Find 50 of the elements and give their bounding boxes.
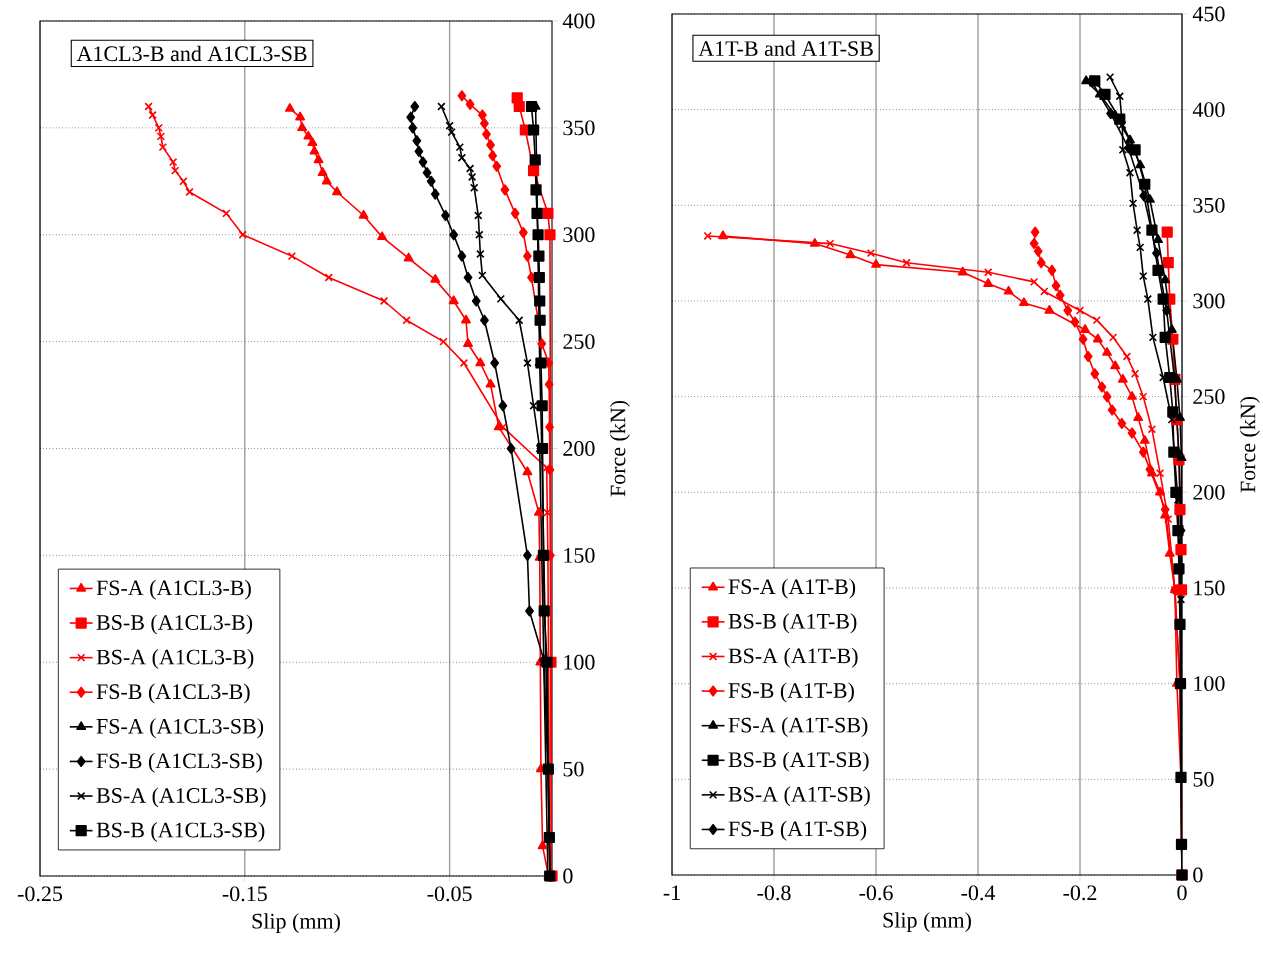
legend-label: BS-B (A1T-B) <box>728 613 857 634</box>
annotation: A1T-B and A1T-SB <box>698 40 873 56</box>
y-tick-label: 100 <box>1194 676 1225 692</box>
x-tick-label: -0.8 <box>757 885 791 901</box>
legend-label: FS-A (A1T-SB) <box>728 717 868 737</box>
legend-label: FS-B (A1T-B) <box>728 682 854 703</box>
y-axis-title: Force (kN) <box>609 400 630 497</box>
legend-label: FS-A (A1T-B) <box>728 578 856 599</box>
x-tick-label: -0.15 <box>222 886 267 902</box>
y-tick-label: 200 <box>563 441 595 456</box>
x-tick-label: -0.6 <box>859 885 893 901</box>
x-tick-label: 0 <box>1177 885 1187 901</box>
x-axis-title: Slip (mm) <box>883 912 971 933</box>
y-tick-label: 150 <box>564 547 595 563</box>
legend-label: BS-A (A1T-B) <box>728 647 858 668</box>
y-axis-title: Force (kN) <box>1239 396 1260 493</box>
y-tick-label: 350 <box>563 120 595 136</box>
y-tick-label: 250 <box>563 334 595 350</box>
x-tick-label: -0.05 <box>427 886 472 902</box>
y-tick-label: 300 <box>1193 293 1225 309</box>
y-tick-label: 100 <box>564 654 595 670</box>
x-tick-label: -1 <box>663 885 680 900</box>
legend-label: FS-B (A1CL3-B) <box>96 683 250 704</box>
legend-label: FS-B (A1T-SB) <box>728 820 867 841</box>
legend-label: FS-A (A1CL3-SB) <box>96 718 264 739</box>
legend-label: BS-A (A1T-SB) <box>728 786 870 807</box>
x-tick-label: -0.4 <box>961 885 996 901</box>
y-tick-label: 150 <box>1194 580 1225 596</box>
y-tick-label: 200 <box>1193 484 1225 500</box>
y-tick-label: 250 <box>1193 389 1225 405</box>
y-tick-label: 400 <box>562 13 595 29</box>
legend-label: BS-B (A1CL3-B) <box>96 614 253 635</box>
y-tick-label: 50 <box>563 761 584 777</box>
y-tick-label: 350 <box>1193 197 1225 213</box>
legend-label: FS-A (A1CL3-B) <box>96 579 251 600</box>
legend-label: FS-B (A1CL3-SB) <box>96 752 262 773</box>
annotation: A1CL3-B and A1CL3-SB <box>76 45 307 62</box>
y-tick-label: 50 <box>1193 771 1214 787</box>
x-tick-label: -0.25 <box>17 886 63 902</box>
y-tick-label: 0 <box>563 868 573 884</box>
y-tick-label: 450 <box>1192 6 1225 22</box>
legend-label: BS-B (A1T-SB) <box>728 751 869 772</box>
x-tick-label: -0.2 <box>1063 885 1097 901</box>
y-tick-label: 0 <box>1193 867 1203 883</box>
legend-label: BS-A (A1CL3-SB) <box>96 787 266 808</box>
y-tick-label: 400 <box>1192 102 1225 118</box>
legend-label: BS-B (A1CL3-SB) <box>96 822 265 842</box>
x-axis-title: Slip (mm) <box>252 913 340 934</box>
legend-label: BS-A (A1CL3-B) <box>96 649 254 669</box>
y-tick-label: 300 <box>563 227 595 243</box>
